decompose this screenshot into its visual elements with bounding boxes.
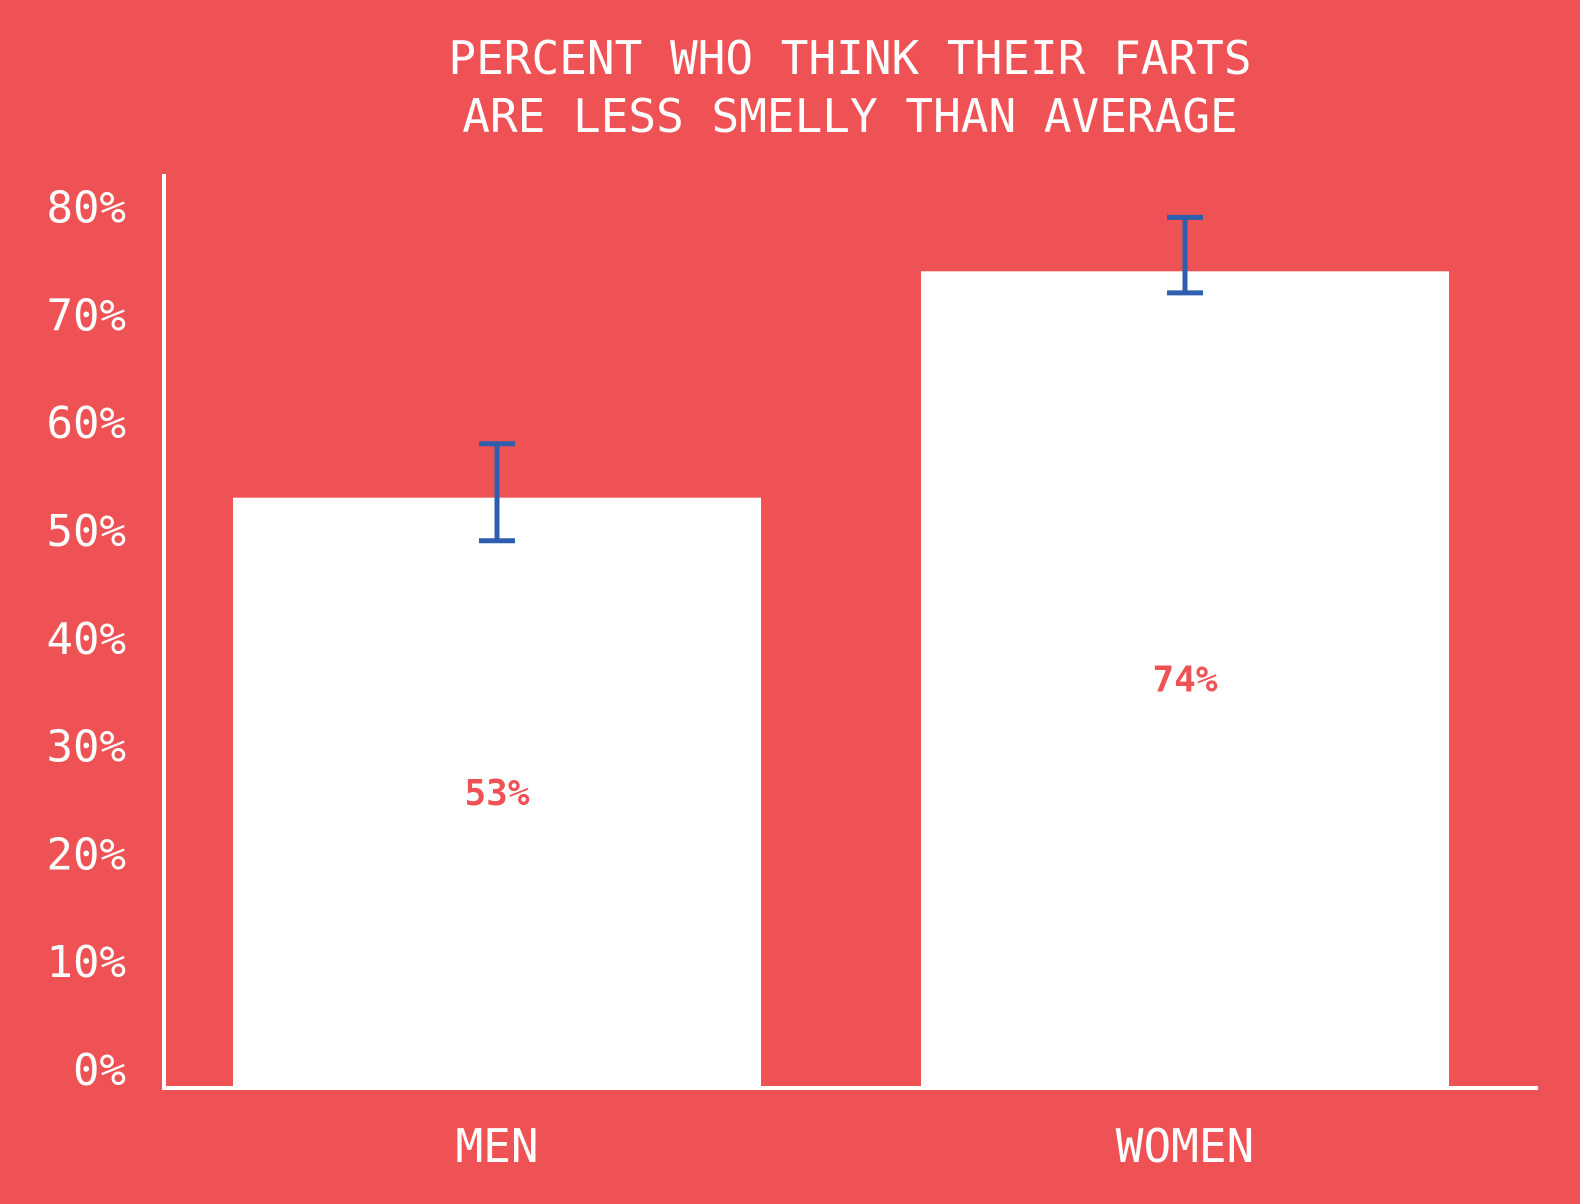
y-tick-label: 10% (47, 937, 126, 988)
error-bar-women (1167, 214, 1203, 296)
y-tick-label: 70% (47, 290, 126, 341)
y-tick-label: 60% (47, 398, 126, 449)
x-tick-label: MEN (455, 1119, 538, 1173)
y-tick-label: 30% (47, 722, 126, 773)
y-axis-ticks: 0% 10% 20% 30% 40% 50% 60% 70% 80% (47, 183, 126, 1096)
y-tick-label: 80% (47, 183, 126, 234)
data-labels-group: 53% 74% (464, 660, 1217, 814)
y-tick-label: 20% (47, 829, 126, 880)
chart-title-line-1: PERCENT WHO THINK THEIR FARTS (448, 31, 1251, 85)
error-bars-group (479, 214, 1203, 544)
x-axis-ticks: MEN WOMEN (455, 1119, 1254, 1173)
bar-men (233, 497, 761, 1088)
data-label-men: 53% (464, 773, 529, 814)
y-tick-label: 40% (47, 614, 126, 665)
bar-women (921, 271, 1449, 1088)
y-tick-label: 50% (47, 506, 126, 557)
x-tick-label: WOMEN (1116, 1119, 1254, 1173)
y-tick-label: 0% (73, 1045, 126, 1096)
error-bar-men (479, 441, 515, 544)
chart-title-line-2: ARE LESS SMELLY THAN AVERAGE (462, 89, 1237, 143)
data-label-women: 74% (1152, 660, 1217, 701)
bars-group (233, 271, 1449, 1088)
